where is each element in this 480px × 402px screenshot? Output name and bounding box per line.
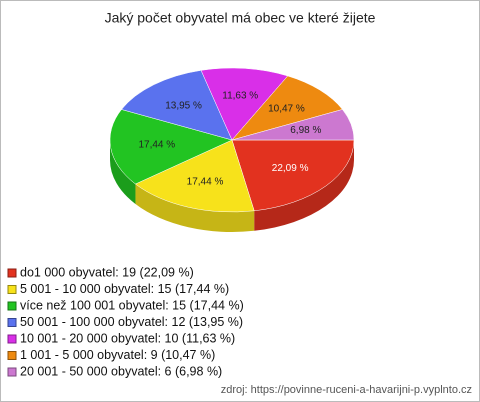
legend-label: 5 001 - 10 000 obyvatel: 15 (17,44 %) — [20, 282, 229, 296]
legend-swatch — [7, 285, 17, 294]
legend-swatch — [7, 268, 17, 278]
pie-slice — [200, 67, 289, 141]
pie-side — [135, 184, 255, 232]
legend-swatch — [7, 301, 17, 311]
pie-slice — [231, 139, 355, 212]
slice-label: 17,44 % — [138, 140, 175, 151]
slice-label: 13,95 % — [165, 100, 202, 111]
slice-label: 11,63 % — [222, 90, 258, 101]
legend-label: 10 001 - 20 000 obyvatel: 10 (11,63 %) — [20, 331, 235, 345]
legend-swatch — [7, 367, 17, 377]
legend-label: 1 001 - 5 000 obyvatel: 9 (10,47 %) — [20, 348, 215, 362]
legend-label: 20 001 - 50 000 obyvatel: 6 (6,98 %) — [20, 364, 222, 378]
slice-label: 22,09 % — [272, 163, 309, 174]
legend-swatch — [7, 334, 17, 344]
source: zdroj: https://povinne-ruceni-a-havarijn… — [221, 384, 472, 396]
pie-slice — [231, 109, 355, 141]
pie-slice — [134, 139, 255, 213]
chart-title: Jaký počet obyvatel má obec ve které žij… — [105, 10, 376, 26]
legend-label: více než 100 001 obyvatel: 15 (17,44 %) — [20, 298, 244, 312]
slice-label: 17,44 % — [187, 176, 224, 187]
legend-label: do1 000 obyvatel: 19 (22,09 %) — [20, 265, 194, 279]
pie-slice — [121, 70, 233, 141]
pie-slice — [231, 75, 343, 141]
legend-swatch — [7, 318, 17, 327]
legend-swatch — [7, 351, 17, 360]
pie-side — [254, 140, 354, 231]
slice-label: 10,47 % — [268, 104, 305, 115]
pie-slice — [109, 109, 233, 185]
pie-side — [110, 140, 136, 205]
slice-label: 6,98 % — [290, 125, 321, 136]
legend-label: 50 001 - 100 000 obyvatel: 12 (13,95 %) — [20, 315, 243, 329]
